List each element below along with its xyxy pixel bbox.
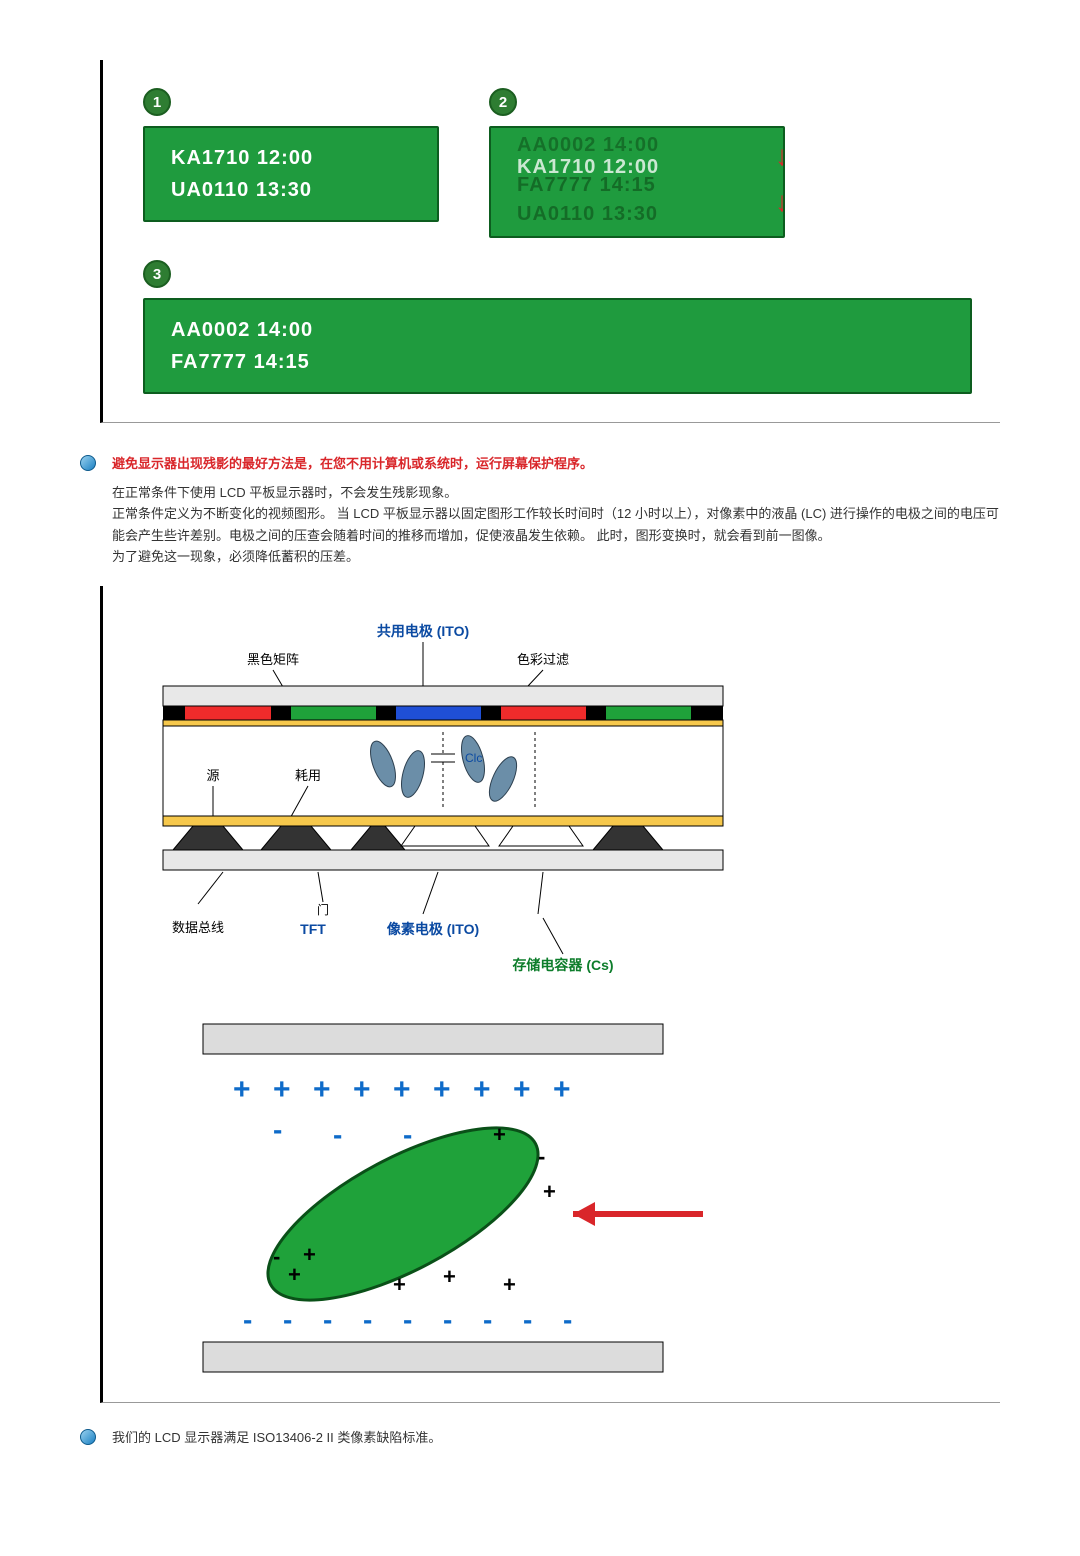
label-tft: TFT [300, 921, 326, 937]
svg-text:-: - [283, 1304, 292, 1335]
retention-demo-figure: 1 KA1710 12:00 UA0110 13:30 2 AA0002 14:… [100, 60, 1000, 423]
panel-3: AA0002 14:00 FA7777 14:15 [143, 298, 972, 394]
lcd-diagram-svg: 共用电极 (ITO) 黑色矩阵 色彩过滤 [143, 614, 763, 1374]
svg-text:+: + [393, 1073, 411, 1106]
svg-text:+: + [273, 1073, 291, 1106]
panel-line: AA0002 14:00 [171, 314, 944, 346]
label-common-electrode: 共用电极 (ITO) [377, 623, 469, 639]
label-data-bus: 数据总线 [172, 920, 224, 935]
svg-text:+: + [493, 1122, 506, 1147]
badge-3: 3 [143, 260, 171, 288]
svg-text:-: - [443, 1304, 452, 1335]
para-line: 为了避免这一现象，必须降低蓄积的压差。 [112, 546, 1000, 567]
svg-text:+: + [353, 1073, 371, 1106]
badge-1: 1 [143, 88, 171, 116]
label-storage-cap: 存储电容器 (Cs) [512, 957, 613, 973]
lcd-structure-figure: 共用电极 (ITO) 黑色矩阵 色彩过滤 [100, 586, 1000, 1403]
label-clc: Clc [465, 751, 482, 765]
bullet-icon [80, 455, 96, 471]
label-black-matrix: 黑色矩阵 [247, 652, 299, 667]
svg-text:-: - [563, 1304, 572, 1335]
demo-box-3: 3 AA0002 14:00 FA7777 14:15 [143, 260, 972, 394]
label-gate: 门 [317, 902, 329, 917]
svg-text:-: - [323, 1304, 332, 1335]
svg-text:-: - [243, 1304, 252, 1335]
arrow-down-icon: ↓ [775, 142, 785, 170]
demo-box-2: 2 AA0002 14:00KA1710 12:00FA7777 14:15UA… [489, 88, 785, 238]
ghost-line: FA7777 14:15 [517, 174, 656, 197]
svg-text:-: - [483, 1304, 492, 1335]
svg-text:+: + [513, 1073, 531, 1106]
svg-text:-: - [273, 1244, 280, 1269]
headline-bullet: 避免显示器出现残影的最好方法是，在您不用计算机或系统时，运行屏幕保护程序。 [80, 453, 1000, 472]
ghost-line: AA0002 14:00 [517, 134, 659, 157]
svg-text:+: + [543, 1179, 556, 1204]
label-pixel-electrode: 像素电极 (ITO) [387, 921, 479, 937]
panel-line: KA1710 12:00 [171, 142, 411, 174]
svg-text:+: + [433, 1073, 451, 1106]
svg-text:+: + [288, 1262, 301, 1287]
label-color-filter: 色彩过滤 [517, 652, 569, 667]
demo-box-1: 1 KA1710 12:00 UA0110 13:30 [143, 88, 439, 238]
panel-line: FA7777 14:15 [171, 346, 944, 378]
explanation-paragraph: 在正常条件下使用 LCD 平板显示器时，不会发生残影现象。 正常条件定义为不断变… [112, 482, 1000, 568]
label-source: 源 [206, 768, 219, 783]
svg-text:+: + [393, 1272, 406, 1297]
svg-text:-: - [403, 1304, 412, 1335]
svg-text:-: - [403, 1119, 412, 1150]
badge-2: 2 [489, 88, 517, 116]
para-line: 在正常条件下使用 LCD 平板显示器时，不会发生残影现象。 [112, 482, 1000, 503]
svg-text:+: + [473, 1073, 491, 1106]
svg-text:-: - [333, 1119, 342, 1150]
svg-text:+: + [553, 1073, 571, 1106]
svg-text:-: - [523, 1304, 532, 1335]
svg-text:+: + [443, 1264, 456, 1289]
arrow-down-icon: ↓ [775, 188, 785, 216]
svg-text:-: - [273, 1114, 282, 1145]
footer-text: 我们的 LCD 显示器满足 ISO13406-2 II 类像素缺陷标准。 [112, 1427, 441, 1446]
panel-1: KA1710 12:00 UA0110 13:30 [143, 126, 439, 222]
panel-2-ghost: AA0002 14:00KA1710 12:00FA7777 14:15UA01… [489, 126, 785, 238]
label-consume: 耗用 [295, 768, 321, 783]
ghost-line: UA0110 13:30 [517, 203, 658, 226]
svg-text:+: + [233, 1073, 251, 1106]
svg-text:+: + [303, 1242, 316, 1267]
para-line: 正常条件定义为不断变化的视频图形。 当 LCD 平板显示器以固定图形工作较长时间… [112, 503, 1000, 546]
svg-text:+: + [503, 1272, 516, 1297]
svg-text:-: - [538, 1144, 545, 1169]
panel-line: UA0110 13:30 [171, 174, 411, 206]
headline-text: 避免显示器出现残影的最好方法是，在您不用计算机或系统时，运行屏幕保护程序。 [112, 453, 593, 472]
footer-bullet: 我们的 LCD 显示器满足 ISO13406-2 II 类像素缺陷标准。 [80, 1427, 1000, 1446]
bullet-icon [80, 1429, 96, 1445]
svg-text:+: + [313, 1073, 331, 1106]
svg-text:-: - [363, 1304, 372, 1335]
